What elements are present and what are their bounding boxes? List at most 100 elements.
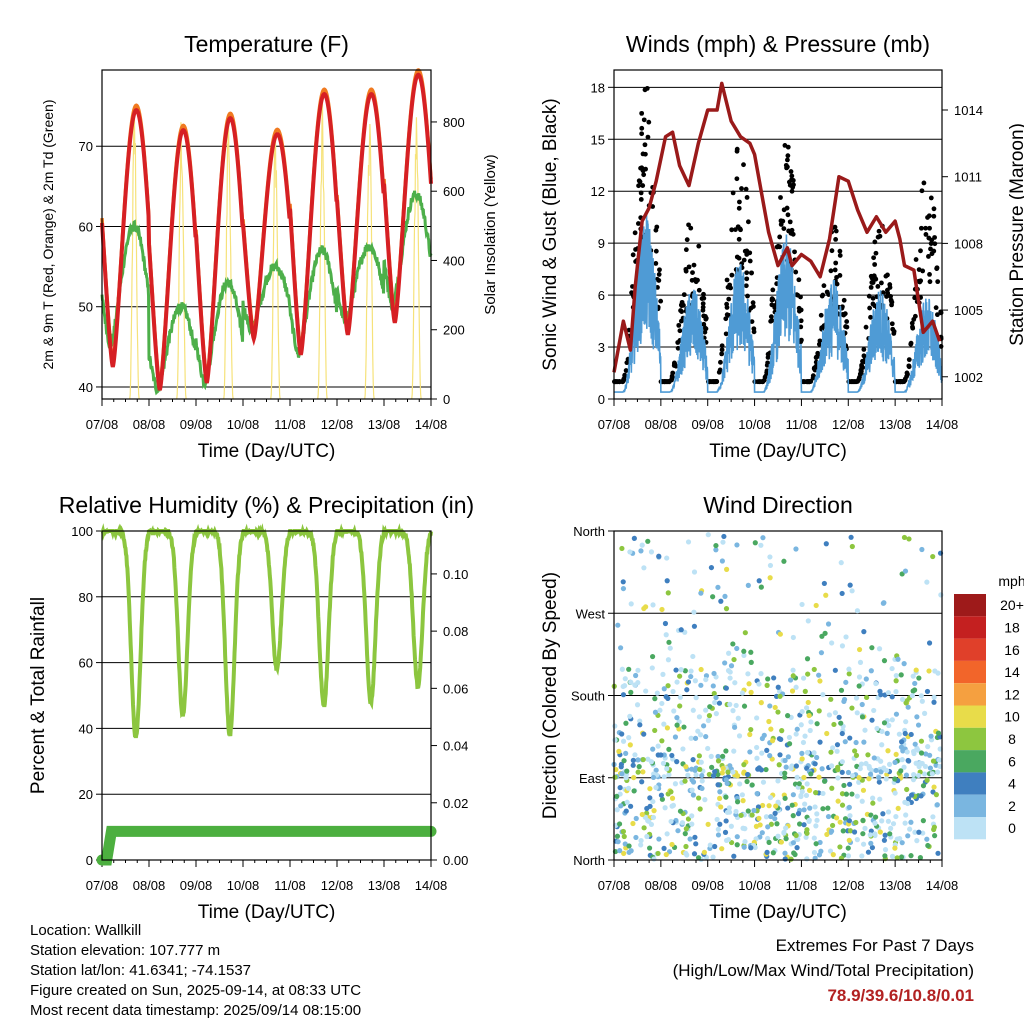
y-tick-label-2: 6 (598, 288, 605, 303)
direction-point (854, 608, 861, 614)
gust-point (913, 257, 919, 262)
direction-point (656, 553, 662, 559)
direction-point (659, 700, 665, 707)
direction-point (715, 753, 721, 760)
direction-point (843, 634, 849, 640)
gust-point (658, 298, 664, 304)
direction-point (772, 816, 778, 822)
y2-tick-label-3: 0.06 (443, 681, 468, 696)
direction-point (918, 738, 925, 744)
direction-point (847, 582, 853, 588)
direction-point (720, 539, 726, 545)
direction-point (748, 649, 754, 655)
direction-title: Wind Direction (703, 492, 853, 518)
y2-tick-label-0: 1002 (954, 370, 983, 385)
direction-point (703, 676, 709, 683)
direction-point (621, 833, 627, 840)
direction-point (691, 623, 698, 629)
direction-point (885, 690, 892, 696)
gust-point (676, 322, 682, 328)
direction-point (749, 782, 755, 788)
winds-xlabel: Time (Day/UTC) (709, 441, 847, 462)
colorbar-label-6: 8 (1008, 731, 1016, 747)
direction-point (869, 767, 875, 773)
gust-point (696, 243, 702, 249)
direction-point (834, 742, 841, 748)
direction-point (715, 832, 722, 838)
direction-point (625, 785, 632, 791)
direction-point (819, 766, 825, 772)
direction-point (656, 836, 662, 842)
direction-point (919, 546, 925, 553)
direction-point (778, 736, 784, 743)
gust-point (729, 227, 735, 233)
direction-point (652, 696, 658, 702)
direction-point (619, 545, 625, 552)
direction-point (666, 746, 672, 752)
gust-point (788, 169, 794, 174)
x-tick-label-6: 13/08 (368, 417, 401, 432)
direction-point (893, 689, 899, 695)
direction-point (767, 562, 774, 569)
gust-point (798, 318, 804, 324)
direction-point (835, 767, 841, 773)
direction-point (783, 825, 789, 831)
direction-point (899, 696, 906, 703)
gust-point (635, 221, 641, 226)
y-tick-label-4: North (573, 524, 605, 539)
direction-point (673, 667, 679, 673)
gust-point (904, 374, 909, 379)
direction-point (705, 745, 711, 752)
gust-point (880, 290, 886, 296)
direction-point (811, 666, 817, 673)
colorbar-swatch-2 (954, 638, 986, 661)
direction-point (678, 627, 684, 633)
direction-point (766, 718, 772, 725)
y-tick-label-0: 0 (598, 392, 605, 407)
gust-point (678, 308, 683, 313)
gust-point (633, 247, 638, 252)
x-tick-label-3: 10/08 (227, 417, 260, 432)
direction-point (785, 805, 791, 811)
direction-point (720, 753, 726, 759)
direction-point (712, 843, 718, 850)
direction-point (853, 752, 860, 759)
temperature-xlabel: Time (Day/UTC) (198, 441, 336, 462)
direction-point (859, 798, 865, 804)
direction-point (724, 809, 731, 815)
winds-title: Winds (mph) & Pressure (mb) (626, 31, 930, 57)
direction-point (774, 821, 780, 827)
direction-point (728, 823, 734, 829)
direction-point (829, 822, 836, 829)
direction-point (789, 802, 795, 808)
direction-point (925, 842, 931, 849)
direction-point (835, 775, 841, 781)
direction-point (748, 689, 754, 695)
direction-point (706, 771, 712, 778)
gust-point (741, 162, 746, 168)
gust-point (629, 290, 634, 296)
direction-point (790, 667, 796, 673)
colorbar-label-3: 14 (1004, 664, 1020, 680)
direction-point (659, 796, 665, 802)
gust-point (630, 252, 636, 258)
direction-point (918, 793, 924, 799)
direction-point (703, 733, 709, 740)
direction-point (741, 762, 747, 768)
gust-point (785, 153, 791, 159)
direction-point (772, 704, 778, 711)
direction-point (782, 774, 788, 780)
direction-point (919, 698, 925, 704)
direction-point (618, 645, 624, 651)
gust-point (656, 272, 662, 277)
gust-point (876, 228, 882, 234)
gust-point (638, 197, 644, 202)
gust-point (642, 151, 648, 157)
direction-point (804, 656, 811, 662)
gust-point (785, 157, 790, 163)
direction-point (867, 832, 873, 838)
x-tick-label-7: 14/08 (415, 878, 448, 893)
direction-point (722, 829, 729, 835)
direction-point (717, 821, 723, 827)
direction-point (664, 555, 670, 561)
